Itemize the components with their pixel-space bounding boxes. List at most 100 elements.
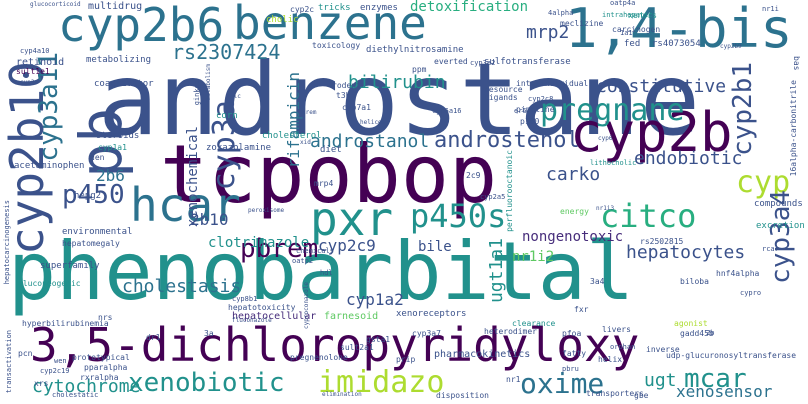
word-biloba: biloba [680,277,709,286]
word-cyp2c8: cyp2c8 [528,95,554,103]
word-diet: diet [320,145,342,155]
word-tricks: tricks [318,3,351,13]
word-hcar: hcar [130,178,241,232]
word-cyproconazole: cyproconazole [303,282,310,329]
word-rxralpha: rxralpha [80,373,119,382]
word-phenobarbital: phenobarbital [8,225,635,318]
word-hepatomegaly: hepatomegaly [62,239,120,248]
word-sult1e1: sult1e1 [16,67,50,76]
word-zoxazolamine: zoxazolamine [206,143,272,153]
word-inverse: inverse [646,345,680,354]
word-constitutive: constitutive [596,76,727,97]
word-rodent: rodent [332,81,361,90]
word-rcar: rcar [762,245,779,253]
word-pharmacokinetics: pharmacokinetics [434,349,531,360]
word-compounds: compounds [754,199,803,209]
word-rs2502815: rs2502815 [640,237,684,246]
word-udp-glucuronosyltransferase: udp-glucuronosyltransferase [666,351,797,360]
word-wen: wen [54,357,67,365]
word-bilirubin: bilirubin [348,72,446,93]
word-androstane: androstane [98,41,701,158]
word-cyp3a7: cyp3a7 [412,329,441,338]
word-ugt: ugt [644,370,677,391]
word-4alpha: 4alpha [548,9,574,17]
word-rs2307424: rs2307424 [172,40,281,64]
word-interindividual: interindividual [516,79,589,88]
word-hnf4alpha: hnf4alpha [716,269,760,278]
word-3a: 3a [204,329,214,338]
word-3a4: 3a4 [590,277,605,286]
word-environmental: environmental [62,227,133,237]
word-imidazo: imidazo [318,365,445,400]
word-disposition: disposition [436,391,489,400]
word-1-4-bis: 1,4-bis [565,0,793,60]
word-xid: xid [300,139,311,146]
word-hepatotoxicity: hepatotoxicity [228,303,296,312]
word-everted: everted [434,57,468,66]
word-cyp3a2: cyp3a2 [470,59,496,67]
word-steroids: steroids [96,131,140,141]
word-dr1: dr1 [146,333,161,342]
word-clotrimazole: clotrimazole [208,235,310,251]
word-farnesoid: farnesoid [324,311,379,322]
word-chemicals: chemicals [296,247,334,255]
word-p450: p450 [62,180,125,210]
word-sulfotransferase: sulfotransferase [484,57,571,67]
word-mrp4: mrp4 [314,179,334,188]
word-livers: livers [602,325,631,334]
word-gadd45b: gadd45b [680,329,714,338]
word-pfoa: pfoa [562,329,582,338]
word-bas: bas [792,56,801,71]
word-xenobiotic: xenobiotic [128,368,285,398]
word-benzene: benzene [233,0,427,50]
word-cyp2a5: cyp2a5 [480,193,506,201]
word-cyp2b: cyp2b [570,101,733,164]
word-er6: er6 [514,107,527,115]
word-cholestatic: cholestatic [52,391,99,399]
word-hepatocellular: hepatocellular [232,311,317,322]
word-mcar: mcar [684,364,747,394]
word-heterodimer: heterodimer [484,327,537,336]
word-nongenotoxic: nongenotoxic [522,229,624,245]
word-hepatocarcinogenesis: hepatocarcinogenesis [3,200,11,285]
word-t3b4: t3b4 [336,91,356,100]
word-pbrem: pbrem [240,234,319,264]
word-cyp2c19: cyp2c19 [40,367,70,375]
word-nr1i2: nr1i2 [512,249,555,265]
word-transactivation: transactivation [5,330,13,394]
word-gbe: gbe [634,391,649,400]
word-oatp2: oatp2 [292,257,314,265]
word-cyp8b1: cyp8b1 [232,295,258,303]
word-3-5-dichloropyridyloxy: 3,5-dichloropyridyloxy [30,318,640,372]
word-1a1: 1a1 [620,29,633,37]
word-cyp2b9: cyp2b9 [720,43,742,50]
word-gluconeogenic: gluconeogenic [18,279,81,288]
word-cholestasis: cholestasis [122,276,242,297]
word-agonist: agonist [674,319,708,328]
word-cyp1a1: cyp1a1 [98,143,127,152]
word-cyp6a16: cyp6a16 [432,107,462,115]
word-clearance: clearance [512,319,556,328]
word-retinoid: retinoid [16,57,65,68]
word-nr1: nr1 [506,375,521,384]
word-peroxisome: peroxisome [248,207,285,214]
word-cypro: cypro [740,289,762,297]
word-acetaminophen: acetaminophen [14,161,85,171]
word-fatty: fatty [562,349,587,358]
word-cyp2b6: cyp2b6 [58,0,225,52]
word-sult2a1: sult2a1 [340,343,374,352]
word-pregnenolone: pregnenolone [290,353,348,362]
word-pipeline: pipeline [516,105,555,114]
word-2c9: 2c9 [466,171,481,180]
word-carko: carko [546,164,601,185]
word-glucocorticoid: glucocorticoid [30,1,81,8]
word-metabolism: metabolism [205,64,212,101]
word-cyp2c9: cyp2c9 [318,236,376,255]
word-nlc: nlc [230,93,241,100]
word-pxr: pxr [310,192,394,246]
word-fxr: fxr [574,305,589,314]
word-toxicology: toxicology [312,41,361,50]
word-perfluorooctanoic: perfluorooctanoic [505,150,514,232]
word-hdl: hdl [320,269,333,277]
